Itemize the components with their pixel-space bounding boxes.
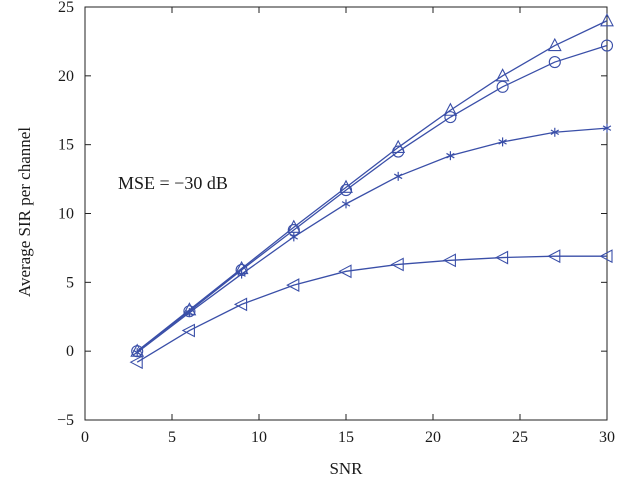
y-tick-label: 25: [58, 0, 74, 16]
x-tick-label: 0: [81, 429, 89, 446]
asterisk-marker: [550, 127, 560, 137]
y-axis-ticks: −5 0 5 10 15 20 25: [57, 0, 607, 429]
triangle-left-marker: [129, 355, 143, 370]
x-axis-label: SNR: [329, 459, 363, 478]
x-tick-label: 25: [512, 429, 528, 446]
series-line: [136, 20, 608, 352]
x-tick-label: 15: [338, 429, 354, 446]
triangle-left-marker: [233, 297, 248, 312]
circle-marker: [548, 56, 561, 69]
series-line: [136, 255, 607, 363]
y-tick-label: 20: [58, 68, 74, 85]
triangle-left-marker: [442, 253, 456, 268]
triangle-left-marker: [338, 264, 352, 279]
plot-frame: [84, 6, 608, 421]
x-tick-label: 30: [599, 429, 615, 446]
series-line: [136, 127, 608, 354]
series-line: [136, 44, 608, 352]
y-tick-label: −5: [57, 412, 74, 429]
series-layer: [129, 13, 614, 370]
y-tick-label: 10: [58, 206, 74, 223]
y-axis-label: Average SIR per channel: [15, 127, 34, 297]
asterisk-marker: [185, 308, 194, 318]
x-axis-ticks: 0 5 10 15 20 25 30: [81, 7, 615, 446]
circle-marker: [444, 111, 457, 124]
asterisk-marker: [446, 151, 455, 161]
triangle-left-marker: [390, 257, 404, 272]
x-tick-label: 10: [251, 429, 267, 446]
series-triangle-left: [129, 249, 613, 370]
asterisk-marker: [393, 171, 403, 181]
series-asterisk: [132, 123, 612, 358]
plot-area-border: [84, 6, 608, 421]
y-tick-label: 5: [66, 274, 74, 291]
circle-marker: [600, 39, 614, 52]
asterisk-marker: [237, 269, 246, 279]
asterisk-marker: [132, 348, 142, 358]
circle-marker: [496, 80, 509, 93]
triangle-left-marker: [181, 323, 195, 338]
asterisk-marker: [341, 199, 351, 209]
triangle-up-marker: [339, 179, 353, 193]
triangle-left-marker: [547, 249, 561, 264]
x-tick-label: 20: [425, 429, 441, 446]
circle-marker: [339, 184, 353, 197]
asterisk-marker: [498, 137, 507, 147]
triangle-left-marker: [286, 278, 300, 292]
x-tick-label: 5: [168, 429, 176, 446]
mse-annotation: MSE = −30 dB: [118, 173, 228, 193]
triangle-up-marker: [547, 37, 562, 52]
triangle-up-marker: [286, 219, 301, 233]
triangle-up-marker: [443, 102, 458, 116]
y-tick-label: 0: [66, 343, 74, 360]
series-circle: [131, 39, 614, 358]
triangle-left-marker: [494, 250, 509, 265]
asterisk-marker: [289, 232, 299, 242]
y-tick-label: 15: [58, 137, 74, 154]
asterisk-marker: [602, 123, 612, 133]
triangle-left-marker: [599, 249, 613, 264]
circle-marker: [392, 145, 405, 158]
triangle-up-marker: [600, 13, 614, 27]
